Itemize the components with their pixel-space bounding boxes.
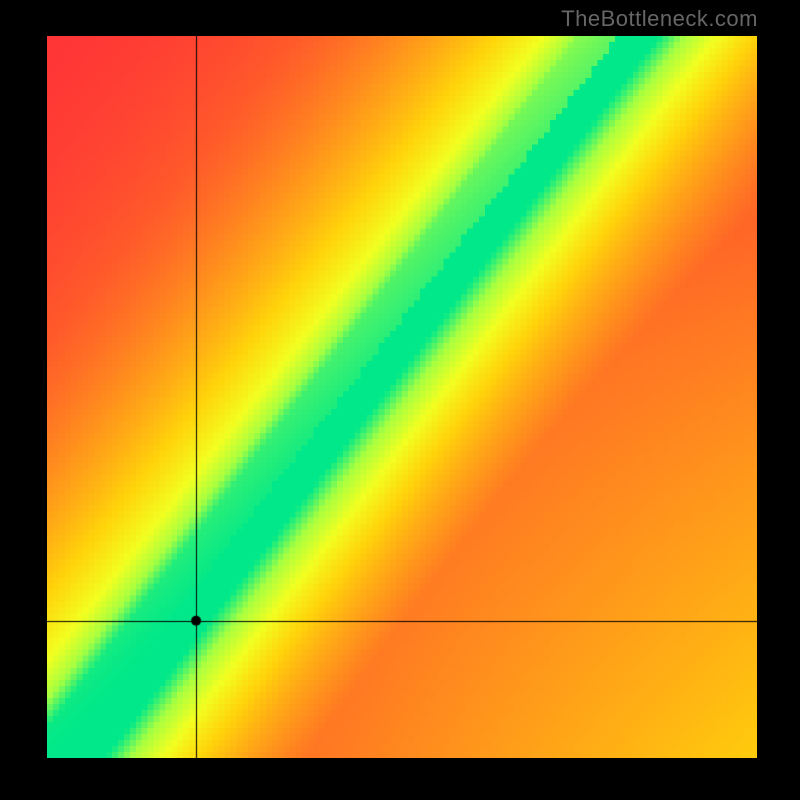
source-watermark: TheBottleneck.com	[561, 6, 758, 32]
bottleneck-heatmap	[47, 36, 757, 758]
chart-container: TheBottleneck.com	[0, 0, 800, 800]
